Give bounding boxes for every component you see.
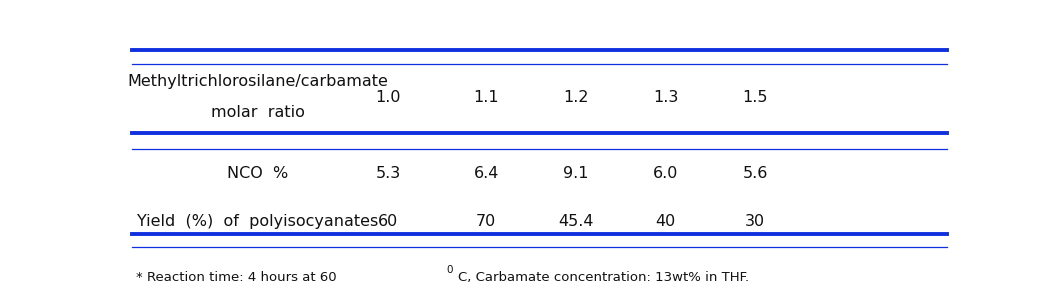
Text: molar  ratio: molar ratio [211,106,305,120]
Text: Yield  (%)  of  polyisocyanates: Yield (%) of polyisocyanates [137,214,379,229]
Text: 6.0: 6.0 [653,166,679,181]
Text: * Reaction time: 4 hours at 60: * Reaction time: 4 hours at 60 [136,271,341,284]
Text: 1.3: 1.3 [653,90,679,105]
Text: 45.4: 45.4 [559,214,593,229]
Text: NCO  %: NCO % [227,166,288,181]
Text: 0: 0 [447,264,453,275]
Text: 1.0: 1.0 [376,90,401,105]
Text: 40: 40 [655,214,675,229]
Text: 1.2: 1.2 [563,90,588,105]
Text: 5.6: 5.6 [743,166,768,181]
Text: 6.4: 6.4 [473,166,499,181]
Text: 1.5: 1.5 [743,90,768,105]
Text: 70: 70 [477,214,497,229]
Text: 9.1: 9.1 [563,166,588,181]
Text: C, Carbamate concentration: 13wt% in THF.: C, Carbamate concentration: 13wt% in THF… [458,271,749,284]
Text: 5.3: 5.3 [376,166,401,181]
Text: 60: 60 [379,214,399,229]
Text: 1.1: 1.1 [473,90,499,105]
Text: 30: 30 [745,214,765,229]
Text: Methyltrichlorosilane/carbamate: Methyltrichlorosilane/carbamate [127,74,388,89]
